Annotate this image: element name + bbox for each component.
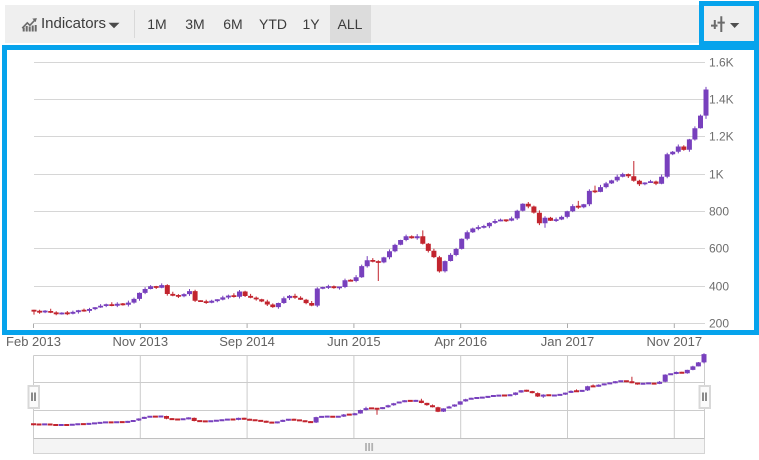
svg-text:1K: 1K (709, 168, 724, 182)
svg-text:Sep 2014: Sep 2014 (219, 334, 275, 349)
svg-text:800: 800 (709, 205, 729, 219)
svg-text:Nov 2017: Nov 2017 (646, 334, 702, 349)
svg-text:200: 200 (709, 317, 729, 331)
svg-text:Feb 2013: Feb 2013 (6, 334, 61, 349)
svg-text:600: 600 (709, 242, 729, 256)
svg-text:Jan 2017: Jan 2017 (541, 334, 595, 349)
svg-text:Jun 2015: Jun 2015 (327, 334, 381, 349)
svg-text:1.4K: 1.4K (709, 93, 734, 107)
svg-text:Nov 2013: Nov 2013 (112, 334, 168, 349)
svg-text:1.2K: 1.2K (709, 130, 734, 144)
svg-text:400: 400 (709, 280, 729, 294)
svg-text:Apr 2016: Apr 2016 (434, 334, 487, 349)
svg-text:1.6K: 1.6K (709, 56, 734, 70)
